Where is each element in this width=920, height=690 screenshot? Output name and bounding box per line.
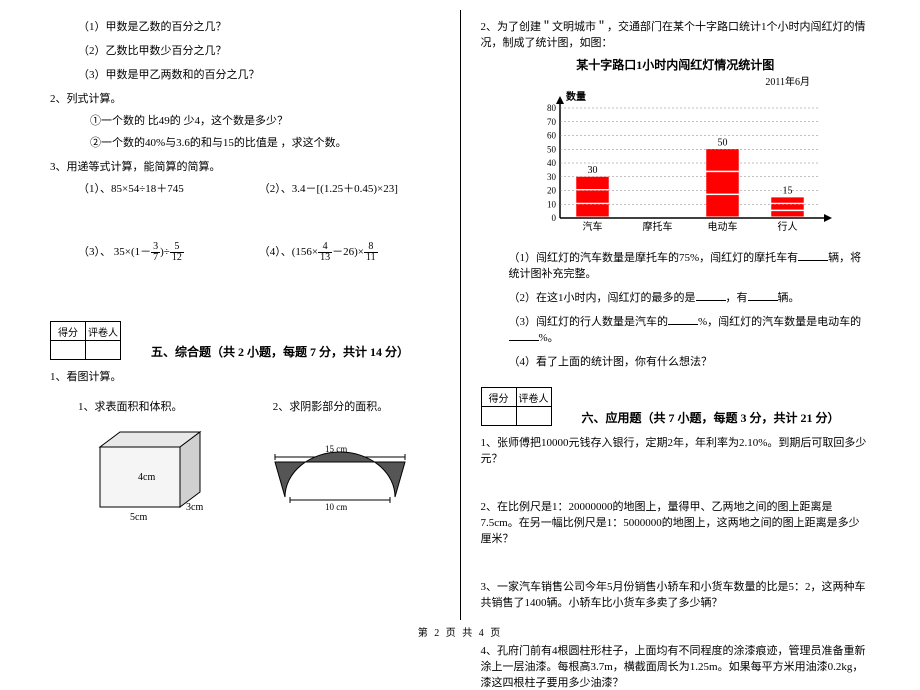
svg-text:10: 10 [547, 199, 557, 209]
q2-1: ①一个数的 比49的 少4，这个数是多少？ [90, 112, 440, 128]
label-4cm: 4cm [138, 472, 155, 483]
q2-2: ②一个数的40%与3.6的和与15的比值是 ，求这个数。 [90, 134, 440, 150]
q1-1: （1）甲数是乙数的百分之几？ [78, 18, 440, 34]
score-box-5: 得分评卷人 五、综合题（共 2 小题，每题 7 分，共计 14 分） [50, 321, 440, 360]
r-q2-3: （3）闯红灯的行人数量是汽车的%，闯红灯的汽车数量是电动车的%。 [509, 313, 871, 345]
q3-4: （4）、(156×413－26)×811 [259, 242, 440, 263]
svg-text:80: 80 [547, 103, 557, 113]
svg-text:数量: 数量 [566, 90, 586, 103]
chart-date: 2011年6月 [481, 73, 811, 88]
sec6-4: 4、孔府门前有4根圆柱形柱子，上面均有不同程度的涂漆痕迹，管理员准备重新涂上一层… [481, 642, 871, 690]
q3-3: （3）、 35×(1－37)÷512 [78, 242, 259, 263]
svg-text:20: 20 [547, 186, 557, 196]
q3-1: （1）、85×54÷18＋745 [78, 180, 259, 196]
section5-title: 五、综合题（共 2 小题，每题 7 分，共计 14 分） [151, 343, 409, 360]
svg-text:15: 15 [783, 185, 793, 196]
q3: 3、用递等式计算，能简算的简算。 [50, 158, 440, 174]
svg-text:电动车: 电动车 [708, 220, 738, 233]
sec5-1-2: 2、求阴影部分的面积。 [273, 398, 440, 414]
section6-title: 六、应用题（共 7 小题，每题 3 分，共计 21 分） [582, 409, 840, 426]
sec6-2: 2、在比例尺是1：20000000的地图上，量得甲、乙两地之间的图上距离是7.5… [481, 498, 871, 546]
label-3cm: 3cm [186, 502, 203, 513]
score-box-6: 得分评卷人 六、应用题（共 7 小题，每题 3 分，共计 21 分） [481, 387, 871, 426]
svg-text:50: 50 [718, 137, 728, 148]
sec5-1-1: 1、求表面积和体积。 [78, 398, 245, 414]
label-5cm: 5cm [130, 512, 147, 522]
q1-2: （2）乙数比甲数少百分之几？ [78, 42, 440, 58]
svg-text:30: 30 [588, 165, 598, 176]
q2: 2、列式计算。 [50, 90, 440, 106]
svg-text:60: 60 [547, 131, 557, 141]
svg-text:10 cm: 10 cm [325, 502, 347, 512]
bar-chart: 数量 0 10 20 30 40 50 60 70 80 30 汽车 摩托车 50 电动车 15 行人 [481, 88, 871, 241]
chart-title: 某十字路口1小时内闯红灯情况统计图 [481, 56, 871, 73]
svg-text:70: 70 [547, 117, 557, 127]
r-q2-1: （1）闯红灯的汽车数量是摩托车的75%，闯红灯的摩托车有辆，将统计图补充完整。 [509, 249, 871, 281]
svg-text:50: 50 [547, 144, 557, 154]
svg-text:摩托车: 摩托车 [643, 220, 673, 233]
sec6-3: 3、一家汽车销售公司今年5月份销售小轿车和小货车数量的比是5：2，这两种车共销售… [481, 578, 871, 610]
sec6-1: 1、张师傅把10000元钱存入银行，定期2年，年利率为2.10%。到期后可取回多… [481, 434, 871, 466]
arch-figure: 15 cm 10 cm [265, 442, 440, 515]
cuboid-figure: 4cm 3cm 5cm [90, 422, 245, 525]
q3-2: （2）、3.4－[(1.25＋0.45)×23] [259, 180, 440, 196]
r-q2-2: （2）在这1小时内，闯红灯的最多的是，有辆。 [509, 289, 871, 305]
svg-text:30: 30 [547, 172, 557, 182]
r-q2: 2、为了创建＂文明城市＂，交通部门在某个十字路口统计1个小时内闯红灯的情况，制成… [481, 18, 871, 50]
svg-text:0: 0 [552, 213, 557, 223]
sec5-1: 1、看图计算。 [50, 368, 440, 384]
svg-text:40: 40 [547, 158, 557, 168]
q1-3: （3）甲数是甲乙两数和的百分之几？ [78, 66, 440, 82]
r-q2-4: （4）看了上面的统计图，你有什么想法？ [509, 353, 871, 369]
svg-text:汽车: 汽车 [583, 220, 603, 233]
svg-text:行人: 行人 [778, 220, 798, 233]
